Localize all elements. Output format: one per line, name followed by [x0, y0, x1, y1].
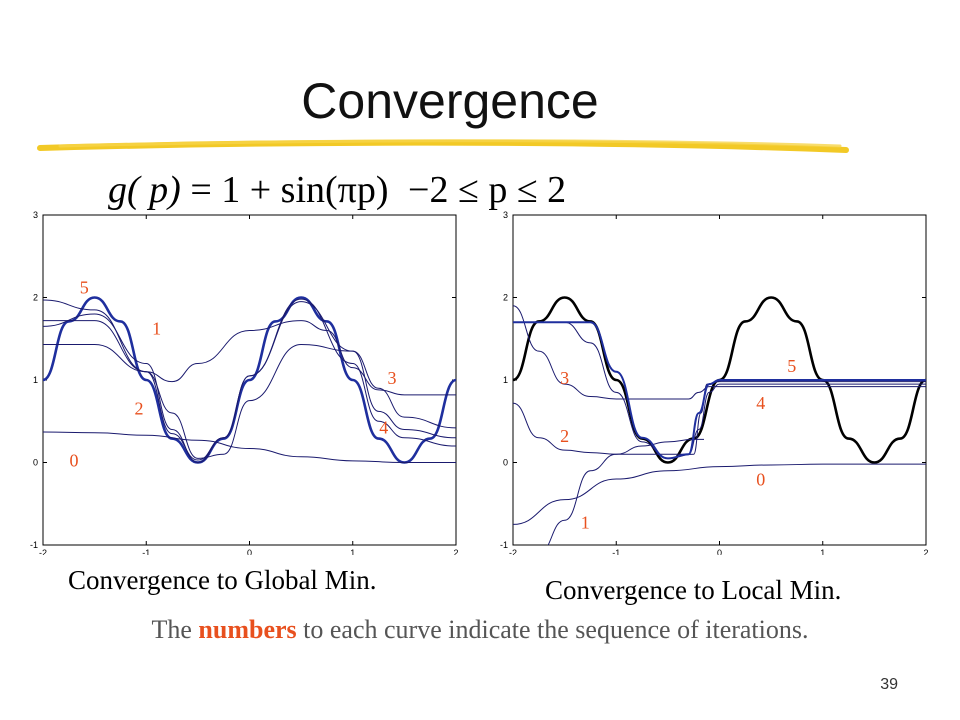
footnote-pre: The	[151, 615, 192, 644]
title-underline	[37, 139, 849, 153]
y-tick-label: 3	[503, 210, 508, 220]
x-tick-label: 2	[453, 548, 458, 555]
slide-title: Convergence	[301, 73, 599, 129]
y-tick-label: 2	[503, 293, 508, 303]
x-tick-label: 0	[717, 548, 722, 555]
y-tick-label: 1	[503, 375, 508, 385]
series-line-0	[43, 296, 456, 464]
series-line-5	[513, 305, 926, 400]
iteration-label: 1	[581, 513, 590, 533]
iteration-label: 0	[69, 451, 78, 471]
caption-local-min: Convergence to Local Min.	[545, 575, 842, 605]
x-tick-label: -2	[509, 548, 517, 555]
y-tick-label: -1	[30, 540, 38, 550]
y-tick-label: -1	[500, 540, 508, 550]
iteration-label: 4	[379, 418, 388, 438]
x-tick-label: -1	[142, 548, 150, 555]
series-line-1	[43, 431, 456, 463]
footnote-post: to each curve indicate the sequence of i…	[303, 615, 809, 644]
series-line-5	[43, 298, 456, 464]
y-tick-label: 1	[33, 375, 38, 385]
formula-lhs: g( p)	[108, 169, 181, 211]
iteration-label: 3	[387, 368, 396, 388]
series-line-6	[513, 321, 926, 460]
series-line-2	[513, 463, 926, 525]
footnote: The numbers to each curve indicate the s…	[0, 615, 960, 645]
footnote-highlight: numbers	[198, 615, 297, 644]
series-line-2	[43, 320, 456, 396]
formula-constraint: −2 ≤ p ≤ 2	[408, 169, 567, 211]
y-tick-label: 0	[503, 458, 508, 468]
formula: g( p) = 1 + sin(πp) −2 ≤ p ≤ 2	[108, 168, 566, 212]
y-tick-label: 0	[33, 458, 38, 468]
x-tick-label: 1	[820, 548, 825, 555]
iteration-label: 5	[80, 277, 89, 297]
series-line-3	[43, 344, 456, 459]
iteration-label: 3	[560, 368, 569, 388]
page-number: 39	[880, 676, 898, 693]
formula-eq: =	[190, 169, 212, 211]
iteration-label: 1	[152, 319, 161, 339]
series-line-1	[513, 321, 926, 459]
iteration-label: 2	[560, 426, 569, 446]
y-tick-label: 2	[33, 293, 38, 303]
caption-global-min: Convergence to Global Min.	[68, 565, 377, 595]
iteration-label: 0	[756, 470, 765, 490]
series-line-4	[513, 383, 926, 455]
x-tick-label: -1	[612, 548, 620, 555]
x-tick-label: -2	[39, 548, 47, 555]
iteration-label: 4	[756, 393, 765, 413]
formula-rhs: 1 + sin(πp)	[221, 169, 389, 211]
iteration-label: 5	[787, 356, 796, 376]
x-tick-label: 1	[350, 548, 355, 555]
x-tick-label: 0	[247, 548, 252, 555]
y-tick-label: 3	[33, 210, 38, 220]
iteration-label: 2	[135, 399, 144, 419]
x-tick-label: 2	[923, 548, 928, 555]
